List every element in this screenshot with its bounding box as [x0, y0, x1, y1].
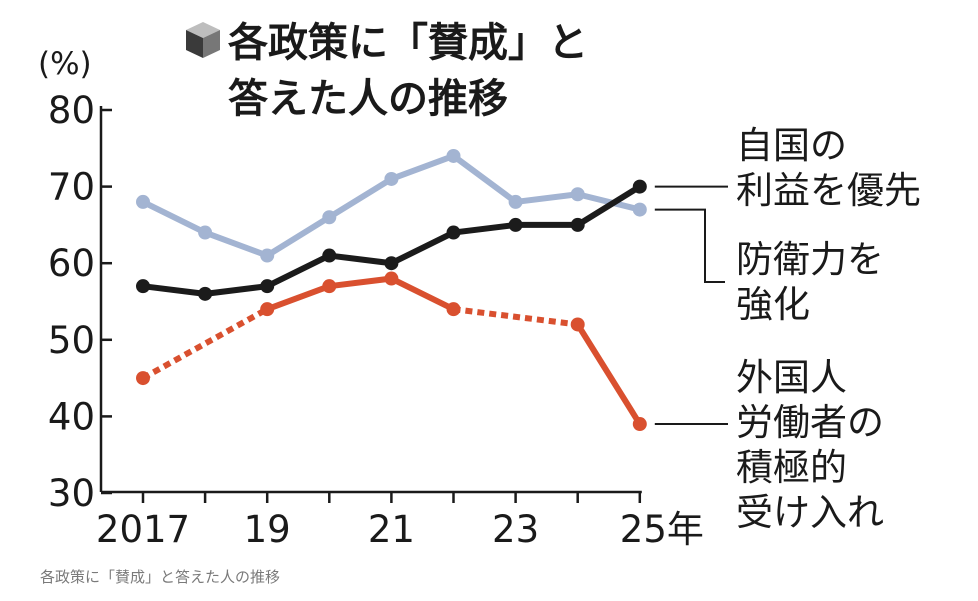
data-point: [260, 302, 275, 317]
data-point: [570, 317, 585, 332]
series-foreign-workers: [136, 271, 647, 432]
data-point: [632, 202, 647, 217]
series-segment: [141, 306, 269, 381]
data-point: [384, 171, 399, 186]
legend-label: 防衛力を: [736, 238, 884, 281]
series-national-interest: [136, 148, 647, 263]
data-point: [136, 279, 150, 294]
data-point: [446, 225, 461, 240]
series-segment: [326, 275, 395, 290]
data-point: [136, 194, 150, 209]
data-point: [632, 417, 647, 432]
data-point: [446, 148, 461, 163]
data-point: [322, 279, 337, 294]
series-segment: [388, 229, 457, 267]
series-segment: [202, 283, 271, 297]
series-segment: [264, 283, 333, 313]
data-point: [384, 256, 399, 271]
data-point: [260, 248, 275, 263]
series-segment: [450, 152, 519, 205]
series-segment: [574, 321, 643, 428]
legend-label: 受け入れ: [736, 491, 884, 534]
data-point: [198, 286, 213, 301]
y-tick-label: 40: [48, 395, 95, 438]
data-point: [322, 210, 337, 225]
legend-label: 利益を優先: [736, 169, 921, 212]
legend-label: 労働者の: [736, 401, 884, 444]
series-segment: [202, 229, 271, 259]
x-tick-label: 21: [368, 508, 415, 551]
data-point: [570, 187, 585, 202]
y-tick-label: 50: [48, 319, 95, 362]
data-point: [322, 248, 337, 263]
series-segment: [512, 191, 581, 205]
y-tick-label: 80: [48, 89, 95, 132]
series-segment: [264, 252, 333, 290]
x-tick-label: 25年: [620, 508, 704, 551]
data-point: [260, 279, 275, 294]
data-point: [446, 302, 461, 317]
x-tick-label: 23: [492, 508, 539, 551]
series-segment: [388, 275, 457, 313]
title-line-1: 各政策に「賛成」と: [228, 20, 588, 66]
data-point: [384, 271, 399, 286]
chart-title: 各政策に「賛成」と 答えた人の推移: [186, 20, 588, 122]
series-segment: [140, 283, 209, 297]
cube-icon: [186, 22, 220, 58]
data-point: [508, 194, 523, 209]
legend-label: 外国人: [736, 356, 847, 399]
data-point: [508, 217, 523, 232]
unit-label: (%): [38, 46, 92, 82]
x-tick-label: 2017: [96, 508, 190, 551]
leader-line-defense: [654, 208, 725, 283]
series-layer: [136, 148, 647, 432]
series-segment: [140, 198, 209, 236]
series-defense: [136, 179, 647, 301]
series-segment: [264, 214, 333, 259]
series-segment: [388, 152, 457, 182]
series-segment: [326, 175, 395, 221]
data-point: [136, 371, 150, 386]
legend-label: 自国の: [736, 124, 847, 167]
series-segment: [574, 191, 643, 213]
y-tick-label: 70: [48, 166, 95, 209]
x-tick-label: 19: [244, 508, 291, 551]
legend-label: 強化: [736, 283, 810, 326]
data-point: [570, 217, 585, 232]
series-segment: [574, 183, 643, 228]
series-segment: [326, 252, 395, 267]
data-point: [198, 225, 213, 240]
y-tick-label: 30: [48, 472, 95, 515]
legend-label: 積極的: [736, 446, 847, 489]
series-segment: [453, 306, 579, 328]
title-line-2: 答えた人の推移: [228, 76, 508, 122]
data-point: [632, 179, 647, 194]
caption: 各政策に「賛成」と答えた人の推移: [40, 568, 281, 586]
y-tick-label: 60: [48, 242, 95, 285]
series-segment: [450, 221, 519, 236]
